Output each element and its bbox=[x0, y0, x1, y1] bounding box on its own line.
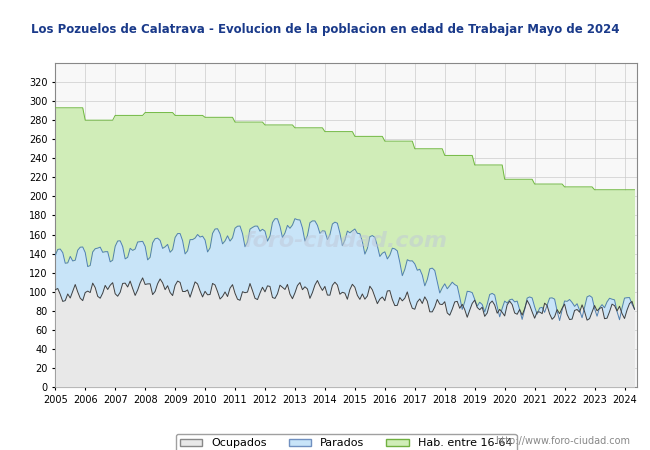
Text: Los Pozuelos de Calatrava - Evolucion de la poblacion en edad de Trabajar Mayo d: Los Pozuelos de Calatrava - Evolucion de… bbox=[31, 23, 619, 36]
Text: foro-ciudad.com: foro-ciudad.com bbox=[244, 231, 448, 251]
Legend: Ocupados, Parados, Hab. entre 16-64: Ocupados, Parados, Hab. entre 16-64 bbox=[176, 434, 517, 450]
Text: http://www.foro-ciudad.com: http://www.foro-ciudad.com bbox=[495, 436, 630, 446]
